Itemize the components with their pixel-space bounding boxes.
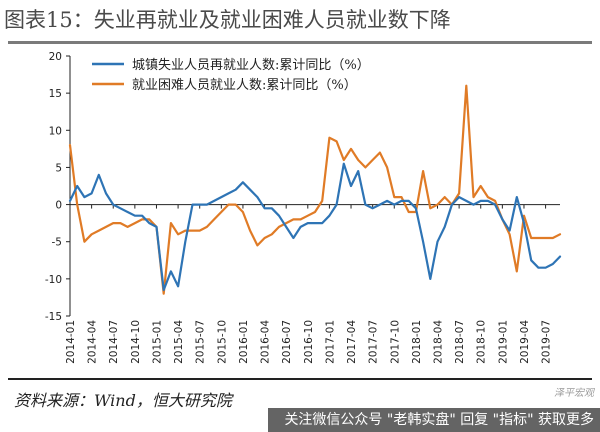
x-tick-label: 2014-01: [65, 320, 77, 364]
source-note: 资料来源：Wind，恒大研究院: [14, 391, 232, 410]
y-tick-label: -5: [52, 237, 62, 249]
series-line-urban-reemployment: [68, 162, 562, 292]
x-tick-label: 2019-01: [497, 320, 509, 364]
figure-title: 图表15：失业再就业及就业困难人员就业数下降: [4, 8, 451, 32]
y-tick-label: 15: [49, 88, 62, 100]
y-tick-label: -15: [45, 311, 62, 323]
x-tick-label: 2016-07: [281, 320, 293, 364]
x-tick-label: 2014-07: [108, 320, 120, 364]
x-tick-label: 2018-10: [476, 320, 488, 364]
x-tick-label: 2015-01: [151, 320, 163, 364]
x-tick-label: 2017-04: [346, 320, 358, 364]
x-tick-label: 2018-07: [454, 320, 466, 364]
x-tick-label: 2016-04: [260, 320, 272, 364]
title-divider: [8, 41, 592, 44]
line-chart: -15 -10 -5 0 5 10 15 20 2014-01 2014-04 2014-07 201…: [45, 51, 562, 364]
x-tick-label: 2018-04: [433, 320, 445, 364]
x-tick-label: 2015-10: [216, 320, 228, 364]
x-tick-label: 2019-07: [541, 320, 553, 364]
y-tick-label: 5: [55, 162, 62, 174]
x-tick-label: 2017-07: [368, 320, 380, 364]
promo-watermark-banner: 关注微信公众号 "老韩实盘" 回复 "指标" 获取更多: [268, 408, 600, 432]
x-tick-label: 2018-01: [411, 320, 423, 364]
x-tick-label: 2017-10: [389, 320, 401, 364]
chart-legend: 城镇失业人员再就业人数:累计同比（%） 就业困难人员就业人数:累计同比（%）: [92, 58, 370, 93]
y-tick-label: -10: [45, 274, 62, 286]
y-tick-label: 10: [49, 125, 62, 137]
x-tick-label: 2016-01: [238, 320, 250, 364]
source-divider: [8, 378, 592, 380]
x-tick-label: 2015-04: [173, 320, 185, 364]
x-tick-label: 2019-04: [519, 320, 531, 364]
brand-watermark: 泽平宏观: [554, 388, 594, 399]
x-tick-label: 2017-01: [324, 320, 336, 364]
x-tick-label: 2014-04: [87, 320, 99, 364]
series-line-difficult-employment: [68, 84, 562, 295]
x-tick-label: 2015-07: [195, 320, 207, 364]
chart-axes: -15 -10 -5 0 5 10 15 20 2014-01 2014-04 2014-07 201…: [45, 51, 560, 364]
x-tick-label: 2016-10: [303, 320, 315, 364]
x-tick-label: 2014-10: [130, 320, 142, 364]
y-tick-label: 0: [55, 200, 62, 212]
legend-label: 城镇失业人员再就业人数:累计同比（%）: [132, 58, 370, 73]
legend-label: 就业困难人员就业人数:累计同比（%）: [132, 78, 357, 93]
y-tick-label: 20: [49, 51, 62, 63]
chart-series: [68, 84, 562, 295]
